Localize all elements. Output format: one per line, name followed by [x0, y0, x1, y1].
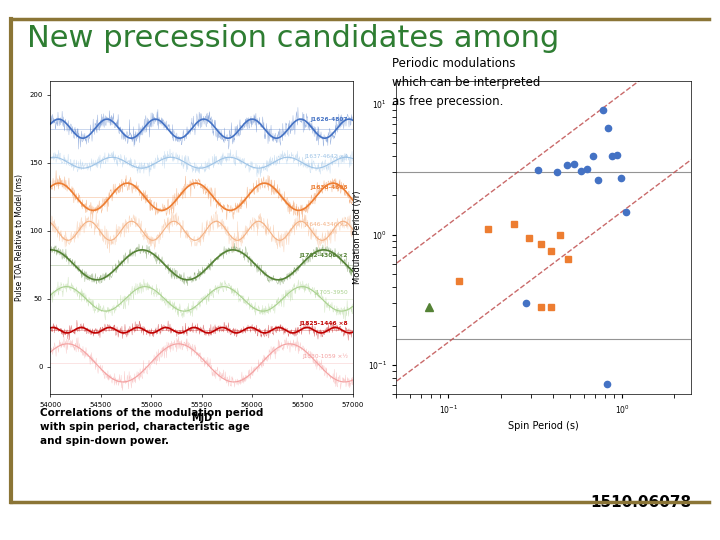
X-axis label: Spin Period (s): Spin Period (s) [508, 421, 579, 431]
Text: J1646-4346 ×2: J1646-4346 ×2 [304, 222, 348, 227]
Text: J1705-3950: J1705-3950 [314, 290, 348, 295]
Y-axis label: Pulse TOA Relative to Model (ms): Pulse TOA Relative to Model (ms) [14, 174, 24, 301]
Text: J1638-4608: J1638-4608 [310, 185, 348, 190]
Text: New precession candidates among: New precession candidates among [27, 24, 559, 53]
Text: 1510.06078: 1510.06078 [590, 495, 691, 510]
Text: J1825-1446 ×8: J1825-1446 ×8 [299, 321, 348, 326]
X-axis label: MJD: MJD [191, 414, 212, 423]
Text: J1702-4306 ×2: J1702-4306 ×2 [300, 253, 348, 258]
Y-axis label: Modulation Period (yr): Modulation Period (yr) [354, 191, 362, 285]
Text: Periodic modulations
which can be interpreted
as free precession.: Periodic modulations which can be interp… [392, 57, 541, 107]
Text: J1626-4807: J1626-4807 [310, 117, 348, 122]
Text: J1637-4642 ×4: J1637-4642 ×4 [304, 153, 348, 159]
Text: J1830-1059 ×½: J1830-1059 ×½ [302, 354, 348, 359]
Text: Correlations of the modulation period
with spin period, characteristic age
and s: Correlations of the modulation period wi… [40, 408, 263, 445]
